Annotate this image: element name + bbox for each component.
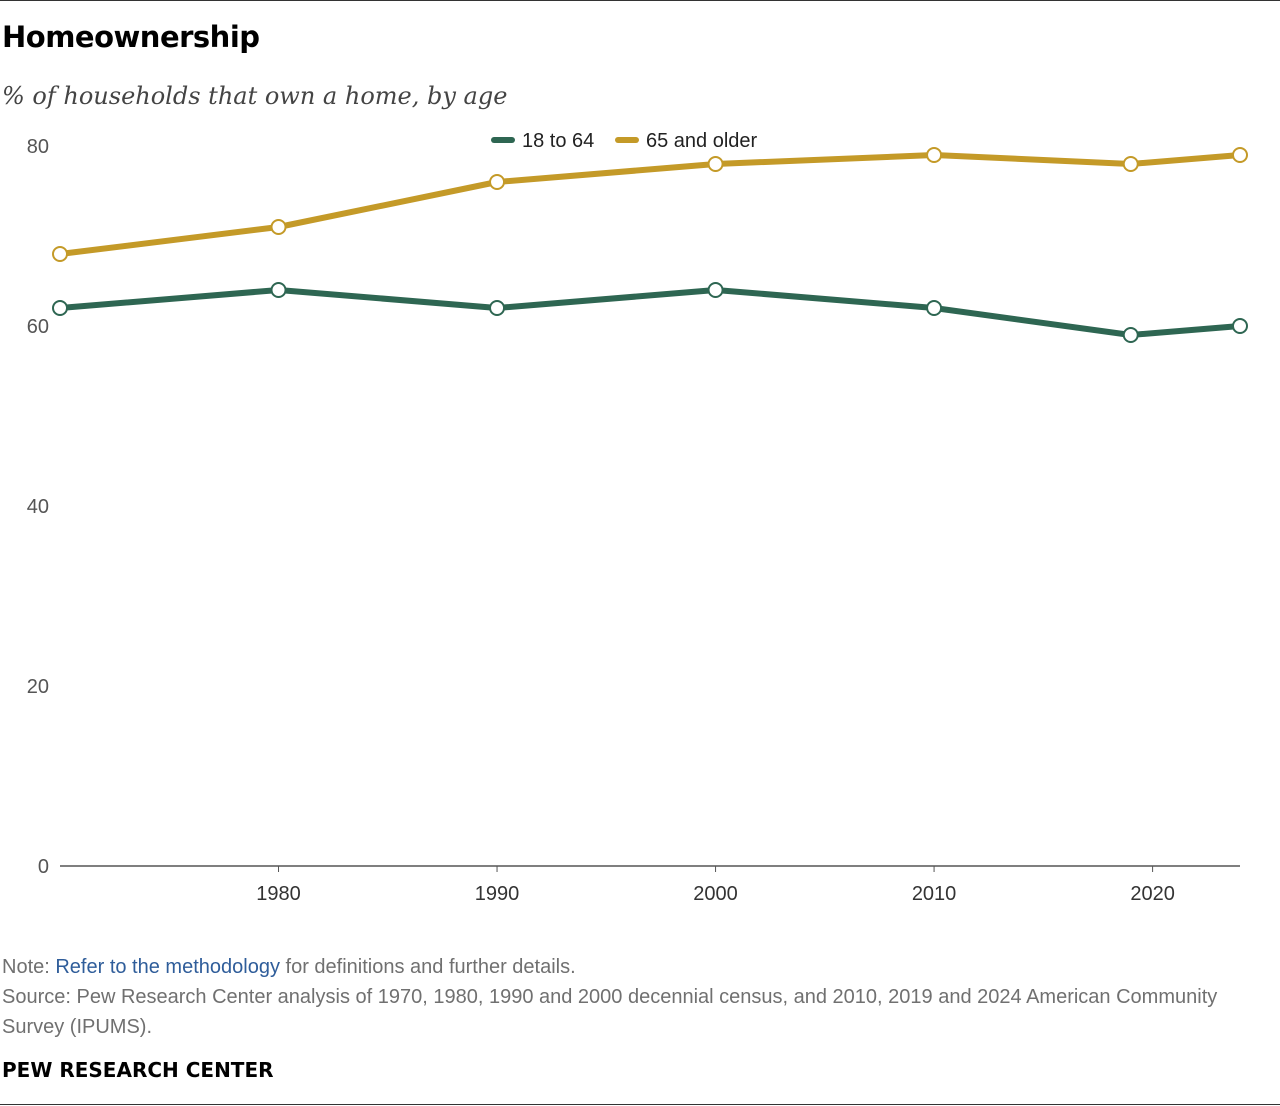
note-prefix: Note: [2, 956, 56, 978]
methodology-link[interactable]: Refer to the methodology [55, 956, 280, 978]
note-suffix: for definitions and further details. [279, 956, 576, 978]
legend: 18 to 64 65 and older [491, 130, 758, 152]
series-line-2 [57, 152, 1243, 257]
y-tick-label: 0 [38, 856, 49, 878]
x-tick-label: 2020 [1130, 883, 1175, 905]
data-point [1122, 156, 1139, 172]
data-point [489, 300, 506, 316]
data-point [707, 282, 724, 298]
data-point [52, 300, 68, 316]
y-tick-label: 20 [27, 676, 49, 698]
data-point [707, 156, 724, 172]
y-tick-label: 60 [27, 316, 49, 338]
top-rule [0, 0, 1280, 1]
source-line: Source: Pew Research Center analysis of … [2, 986, 1218, 1038]
y-tick-label: 40 [27, 496, 49, 518]
legend-label: 18 to 64 [522, 130, 594, 152]
data-point [270, 219, 287, 235]
x-tick-label: 1990 [475, 883, 520, 905]
line-chart: 0 20 40 60 80 1980 1990 2000 2010 2020 18 to 64 6… [27, 130, 1248, 905]
note-line: Note: Refer to the methodology for defin… [2, 952, 1262, 982]
data-point [1122, 327, 1139, 343]
x-axis-ticks: 1980 1990 2000 2010 2020 [256, 866, 1175, 905]
x-tick-label: 2000 [693, 883, 738, 905]
data-point [52, 246, 68, 262]
data-point [489, 174, 506, 190]
data-point [1232, 318, 1248, 334]
brand-label: PEW RESEARCH CENTER [2, 1058, 274, 1082]
bottom-rule [0, 1104, 1280, 1105]
series-line-1 [57, 287, 1243, 338]
series-lines [52, 147, 1248, 343]
legend-label: 65 and older [646, 130, 758, 152]
y-axis-ticks: 0 20 40 60 80 [27, 136, 49, 878]
chart-subtitle: % of households that own a home, by age [2, 82, 508, 110]
data-point [926, 147, 943, 163]
chart-notes: Note: Refer to the methodology for defin… [2, 952, 1262, 1042]
data-point [270, 282, 287, 298]
x-tick-label: 1980 [256, 883, 301, 905]
y-tick-label: 80 [27, 136, 49, 158]
x-tick-label: 2010 [912, 883, 957, 905]
data-point [1232, 147, 1248, 163]
chart-title: Homeownership [2, 20, 260, 54]
data-point [926, 300, 943, 316]
